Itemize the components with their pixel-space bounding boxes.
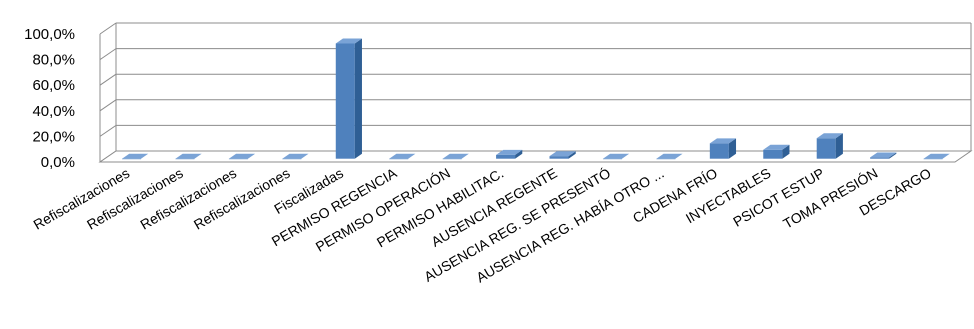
bar-front [816,138,836,159]
bar-side [889,152,897,159]
bar-top [923,153,950,159]
y-tick-label: 60,0% [32,77,75,94]
bar-front [122,158,142,160]
y-tick-label: 0,0% [41,154,75,171]
bar-side [835,133,843,159]
bar-front [709,143,729,159]
bar-front [335,43,355,159]
bar [228,153,256,160]
bar [602,153,630,160]
bar [282,153,309,160]
bar-top [335,38,362,44]
bar-top [816,133,843,139]
bar [816,133,843,159]
bar-top [549,151,576,157]
bar [870,152,897,159]
bar-side [354,38,362,159]
bar-front [602,158,622,160]
y-tick-label: 100,0% [24,26,75,43]
bar [175,153,202,160]
gridline-depth [99,22,117,35]
x-category-label: PSICOT ESTUP [730,165,827,230]
bars [122,38,950,160]
bar-top [870,152,897,158]
axis-frame [98,23,973,163]
x-category-label: TOMA PRESIÓN [780,165,880,232]
bar-front [923,158,943,160]
gridline-depth [99,124,117,137]
bar-front [175,158,195,160]
bar-side [568,151,576,159]
bar [923,153,950,160]
gridline-depth [99,99,117,112]
bar-top [122,153,149,159]
bar [442,153,469,160]
y-tick-label: 20,0% [32,128,75,145]
y-tick-label: 80,0% [32,52,75,69]
floor [98,150,973,163]
bar [496,149,523,159]
gridline-depth [99,48,117,61]
bar [763,144,790,159]
bar-front [389,158,409,160]
bar-front [763,149,783,159]
bar [709,138,737,159]
bar-front [496,154,516,159]
bar-top [656,153,683,159]
bar-side [782,144,790,159]
y-tick-label: 40,0% [32,103,75,120]
bar-side [728,138,737,159]
bar-top [389,153,416,159]
bar-top [763,144,790,150]
bar-top [228,153,256,159]
gridline-depth [99,73,117,86]
bar-front [282,158,302,160]
bar [122,153,149,160]
bar-top [442,153,469,159]
bar-side [515,149,523,159]
x-category-labels: RefiscalizacionesRefiscalizacionesRefisc… [31,164,934,285]
bar-front [870,157,890,159]
bar-top [282,153,309,159]
bar [549,151,576,159]
bar [335,38,362,159]
y-tick-labels: 100,0% 80,0% 60,0% 40,0% 20,0% 0,0% [24,26,75,171]
bar-top [496,149,523,155]
bar-front [549,156,569,159]
bar [389,153,416,160]
bar-front [656,158,676,160]
bar-top [175,153,202,159]
bar-front [228,158,248,160]
bar [656,153,683,160]
bar-front [442,158,462,160]
bar-top [709,138,737,144]
bar-top [602,153,630,159]
